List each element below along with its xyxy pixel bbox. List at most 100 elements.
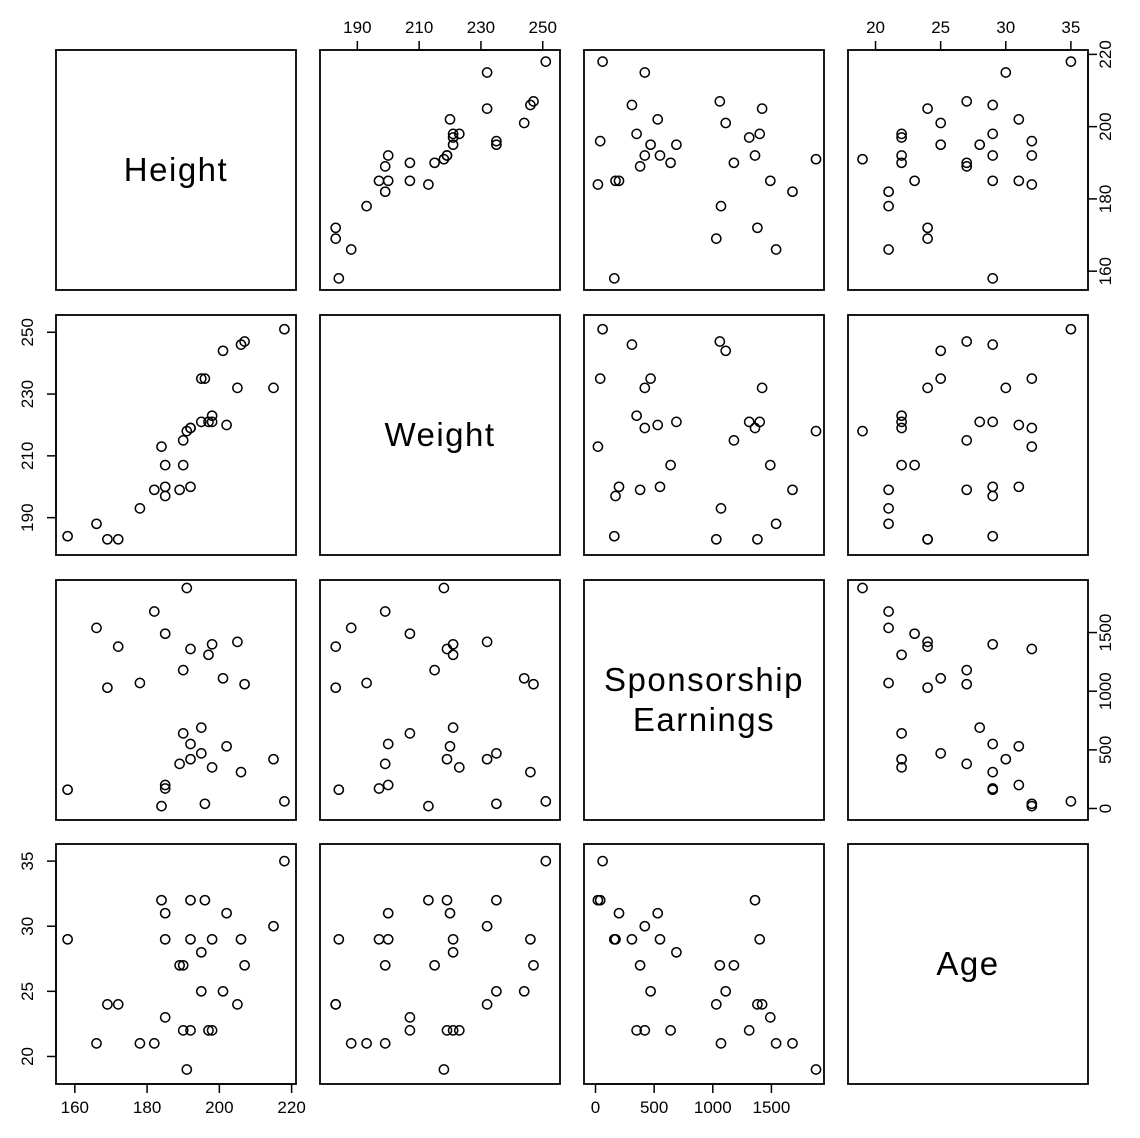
point-r2-c3-obs18: [671, 416, 682, 428]
point-r3-c2-obs12: [429, 664, 440, 676]
point-r3-c1-obs23: [206, 638, 218, 650]
point-r2-c4-obs30: [1065, 323, 1077, 335]
point-r4-c1-obs5: [134, 1038, 146, 1049]
point-r4-c2-obs23: [447, 933, 459, 945]
point-r3-c4-obs30: [1065, 796, 1077, 807]
panel-frame-r4-c2: [319, 843, 561, 1085]
point-r2-c1-obs30: [279, 323, 290, 335]
bottom-tick-label-sponsorship-500: 500: [640, 1098, 668, 1117]
point-r2-c4-obs19: [935, 373, 947, 384]
point-r1-c3-obs6: [787, 186, 798, 198]
point-r2-c3-obs23: [754, 416, 766, 428]
point-r4-c3-obs2: [770, 1038, 782, 1049]
point-r3-c1-obs13: [177, 728, 189, 739]
point-r3-c2-obs14: [438, 582, 450, 594]
point-r2-c1-obs29: [268, 382, 279, 394]
point-r1-c4-obs29: [1000, 67, 1012, 78]
point-r1-c4-obs5: [883, 200, 894, 212]
point-r4-c3-obs18: [671, 946, 682, 958]
point-r1-c2-obs29: [481, 67, 493, 78]
point-r3-c2-obs19: [491, 748, 502, 759]
left-tick-label-weight-250: 250: [18, 318, 37, 346]
point-r1-c2-obs8: [382, 175, 394, 187]
point-r4-c1-obs7: [156, 894, 167, 906]
point-r4-c3-obs28: [714, 959, 726, 971]
point-r1-c2-obs12: [429, 157, 440, 169]
diagonal-label-weight: Weight: [384, 416, 495, 453]
point-r3-c1-obs29: [268, 753, 279, 765]
right-tick-label-height-180: 180: [1096, 185, 1115, 213]
point-r2-c3-obs30: [597, 323, 608, 335]
point-r1-c4-obs7: [1026, 179, 1038, 190]
point-r4-c1-obs20: [199, 894, 211, 906]
point-r4-c2-obs10: [373, 933, 385, 945]
point-r3-c1-obs12: [177, 664, 189, 676]
point-r4-c1-obs19: [195, 985, 207, 997]
point-r3-c1-obs10: [159, 783, 171, 794]
point-r3-c4-obs14: [857, 582, 868, 594]
point-r3-c4-obs3: [922, 682, 933, 694]
point-r2-c3-obs13: [665, 459, 676, 471]
point-r2-c1-obs27: [235, 339, 247, 350]
point-r1-c2-obs22: [453, 128, 465, 140]
right-tick-label-sponsorship-1500: 1500: [1096, 614, 1115, 652]
point-r4-c3-obs14: [810, 1064, 822, 1075]
point-r4-c1-obs21: [203, 1025, 214, 1036]
point-r1-c2-obs28: [528, 96, 539, 107]
point-r3-c4-obs10: [987, 783, 999, 794]
point-r2-c3-obs2: [770, 518, 782, 530]
point-r2-c3-obs19: [645, 373, 656, 384]
point-r2-c4-obs1: [987, 530, 999, 542]
point-r3-c1-obs7: [156, 800, 167, 812]
point-r4-c2-obs7: [423, 894, 434, 906]
point-r3-c2-obs2: [345, 622, 357, 634]
point-r1-c3-obs23: [754, 128, 766, 140]
left-tick-label-age-25: 25: [18, 982, 37, 1001]
point-r3-c1-obs2: [91, 622, 102, 634]
point-r3-c2-obs10: [373, 783, 385, 794]
point-r1-c4-obs15: [896, 150, 907, 161]
point-r1-c2-obs4: [330, 222, 342, 234]
left-tick-label-weight-230: 230: [18, 380, 37, 408]
point-r3-c1-obs25: [221, 740, 232, 752]
point-r1-c2-obs20: [491, 135, 502, 147]
point-r1-c4-obs11: [961, 161, 973, 172]
point-r2-c4-obs7: [1026, 441, 1038, 452]
point-r1-c3-obs10: [610, 175, 621, 187]
point-r2-c4-obs11: [961, 484, 973, 496]
point-r4-c2-obs4: [330, 999, 342, 1010]
point-r1-c4-obs13: [896, 157, 907, 169]
point-r3-c4-obs23: [987, 638, 999, 650]
point-r3-c2-obs29: [481, 753, 493, 765]
point-r2-c3-obs6: [787, 484, 798, 496]
point-r4-c2-obs9: [404, 1012, 416, 1023]
top-tick-label-age-25: 25: [931, 18, 950, 37]
point-r3-c2-obs18: [447, 722, 459, 733]
point-r2-c3-obs26: [756, 382, 768, 394]
point-r3-c2-obs21: [447, 649, 459, 661]
point-r2-c3-obs16: [654, 481, 666, 493]
left-tick-label-age-20: 20: [18, 1047, 37, 1066]
point-r2-c4-obs24: [935, 345, 947, 357]
bottom-tick-label-height-200: 200: [205, 1098, 233, 1117]
point-r1-c2-obs3: [330, 233, 342, 244]
point-r3-c2-obs23: [447, 638, 459, 650]
point-r1-c3-obs21: [743, 132, 755, 143]
point-r4-c3-obs9: [764, 1012, 776, 1023]
point-r4-c2-obs1: [333, 933, 345, 945]
point-r1-c2-obs1: [333, 273, 345, 284]
diagonal-label-height: Height: [124, 151, 228, 188]
point-r2-c1-obs21: [203, 416, 214, 428]
point-r4-c1-obs8: [159, 907, 171, 919]
point-r2-c1-obs4: [112, 533, 124, 545]
point-r2-c4-obs2: [883, 518, 894, 530]
panel-frame-r3-c3: [583, 579, 825, 821]
point-r1-c4-obs3: [922, 233, 933, 244]
point-r4-c1-obs4: [112, 999, 124, 1010]
point-r1-c2-obs23: [447, 128, 459, 140]
point-r2-c3-obs1: [608, 530, 620, 542]
point-r2-c1-obs9: [159, 459, 171, 471]
point-r4-c3-obs23: [754, 933, 766, 945]
